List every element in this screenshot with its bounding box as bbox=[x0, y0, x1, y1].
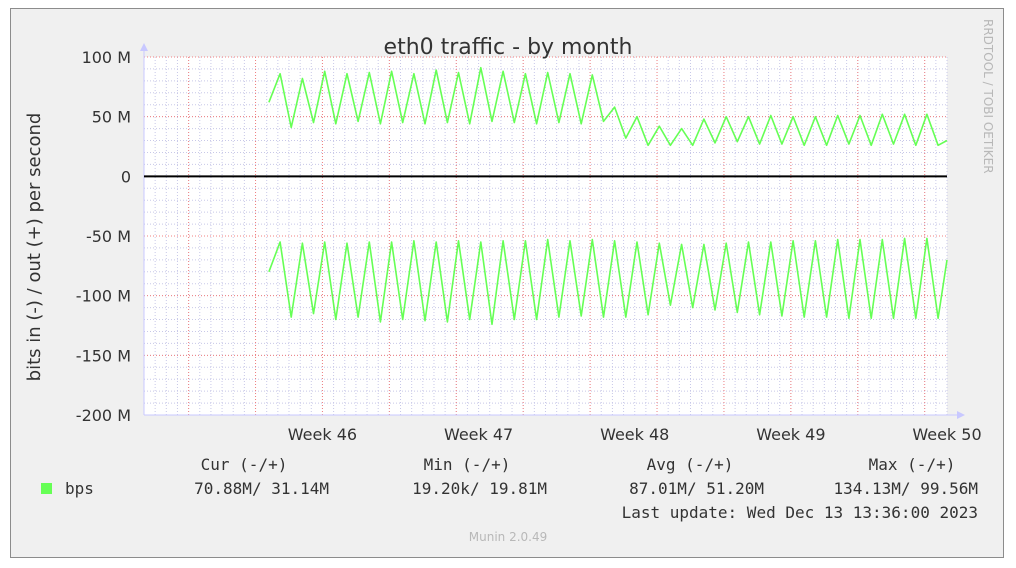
y-tick-label: 50 M bbox=[92, 108, 131, 127]
munin-version: Munin 2.0.49 bbox=[469, 530, 548, 544]
x-tick-label: Week 50 bbox=[912, 425, 981, 444]
legend: Cur (-/+) Min (-/+) Avg (-/+) Max (-/+) … bbox=[41, 455, 978, 498]
axes bbox=[140, 43, 965, 419]
legend-cur-value: 70.88M/ 31.14M bbox=[194, 479, 329, 498]
series-line-in bbox=[268, 237, 948, 326]
y-tick-label: -150 M bbox=[76, 346, 131, 365]
y-tick-label: -100 M bbox=[76, 287, 131, 306]
graph-frame: 100 M 50 M 0 -50 M -100 M -150 M -200 M Week 4… bbox=[10, 8, 1004, 558]
y-tick-label: -200 M bbox=[76, 406, 131, 425]
series-line-out bbox=[268, 66, 948, 147]
x-axis-arrow bbox=[957, 411, 965, 419]
y-tick-label: -50 M bbox=[86, 227, 131, 246]
y-tick-label: 100 M bbox=[82, 48, 131, 67]
x-tick-label: Week 47 bbox=[444, 425, 513, 444]
y-axis-arrow bbox=[140, 43, 148, 51]
y-axis-label: bits in (-) / out (+) per second bbox=[24, 113, 45, 382]
x-tick-label: Week 49 bbox=[756, 425, 825, 444]
y-tick-labels: 100 M 50 M 0 -50 M -100 M -150 M -200 M bbox=[76, 48, 131, 425]
y-tick-label: 0 bbox=[121, 167, 131, 186]
legend-header-max: Max (-/+) bbox=[869, 455, 956, 474]
legend-header-cur: Cur (-/+) bbox=[201, 455, 288, 474]
x-tick-label: Week 48 bbox=[600, 425, 669, 444]
traffic-chart: 100 M 50 M 0 -50 M -100 M -150 M -200 M Week 4… bbox=[24, 19, 995, 544]
legend-swatch-bps bbox=[41, 483, 52, 494]
last-update: Last update: Wed Dec 13 13:36:00 2023 bbox=[622, 503, 978, 522]
series-layer bbox=[268, 66, 948, 326]
legend-min-value: 19.20k/ 19.81M bbox=[412, 479, 547, 498]
legend-label-bps: bps bbox=[65, 479, 94, 498]
x-tick-labels: Week 46 Week 47 Week 48 Week 49 Week 50 bbox=[288, 425, 982, 444]
chart-title: eth0 traffic - by month bbox=[384, 35, 633, 60]
legend-header-min: Min (-/+) bbox=[424, 455, 511, 474]
x-tick-label: Week 46 bbox=[288, 425, 357, 444]
legend-header-avg: Avg (-/+) bbox=[647, 455, 734, 474]
legend-avg-value: 87.01M/ 51.20M bbox=[629, 479, 764, 498]
legend-max-value: 134.13M/ 99.56M bbox=[834, 479, 979, 498]
rrdtool-credit: RRDTOOL / TOBI OETIKER bbox=[981, 19, 995, 174]
